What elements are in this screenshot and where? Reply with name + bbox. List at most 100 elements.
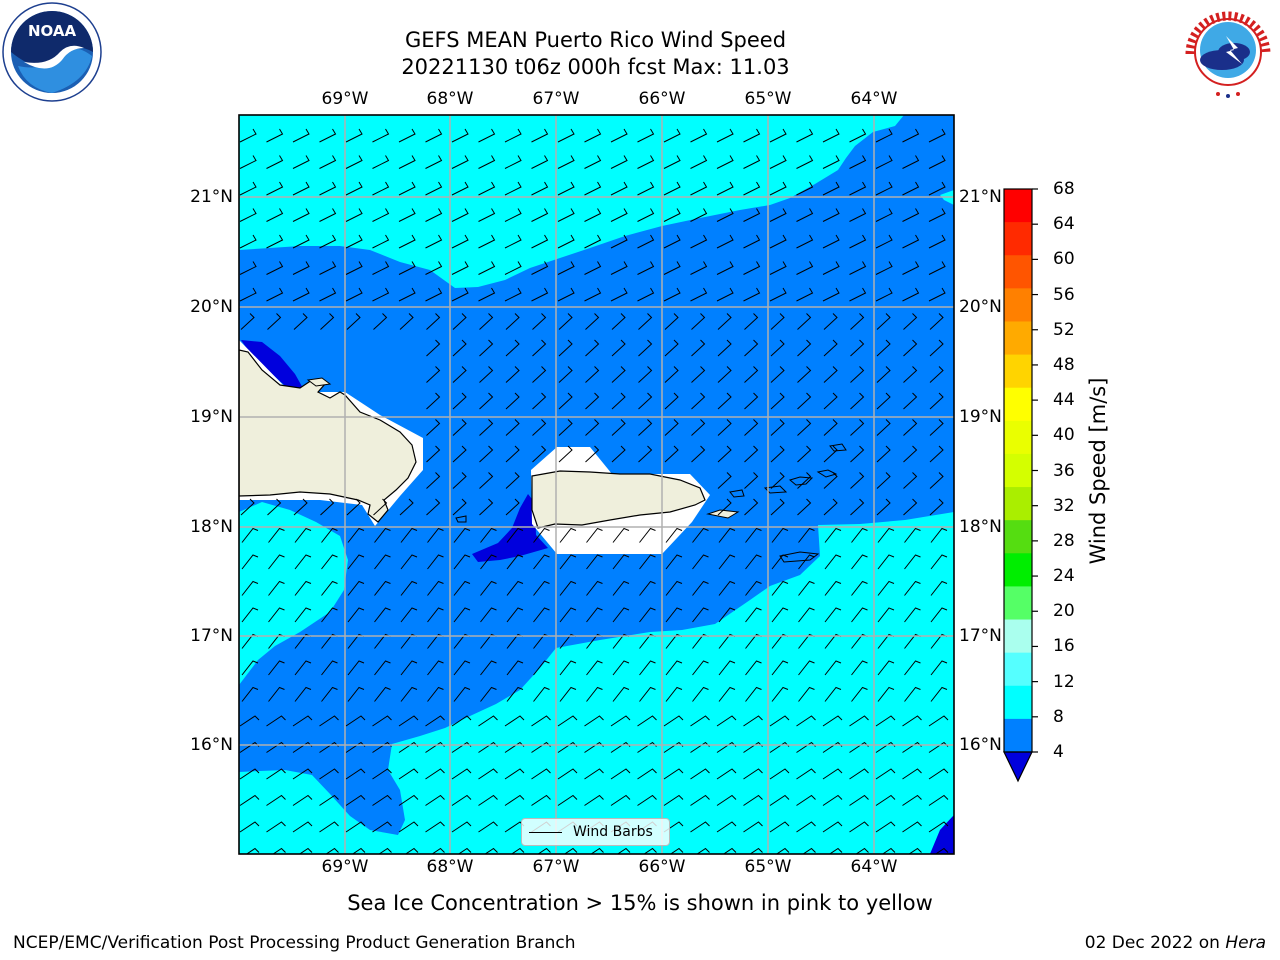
wind-barb (585, 419, 600, 436)
wind-barb (505, 419, 520, 436)
wind-barb (453, 527, 471, 543)
wind-barb (427, 660, 444, 676)
wind-barb (822, 715, 843, 727)
lon-tick-bottom: 65°W (744, 857, 792, 877)
wind-barb (664, 445, 679, 463)
wind-barb (638, 313, 653, 330)
wind-barb (319, 794, 339, 806)
wind-barb (717, 472, 732, 489)
wind-barb (267, 498, 282, 516)
wind-barb (850, 498, 865, 516)
wind-barb (875, 181, 893, 196)
wind-fill-high-ne (940, 190, 954, 205)
wind-barb (875, 768, 896, 780)
wind-barb (718, 580, 736, 596)
wind-barb (480, 527, 497, 543)
wind-barb (427, 554, 444, 570)
wind-barb (796, 208, 814, 222)
wind-barb (663, 741, 684, 753)
wind-barb (480, 554, 497, 570)
wind-barb (452, 498, 467, 516)
wind-fill-high-west (239, 502, 348, 685)
graticule (239, 115, 954, 854)
wind-barb (321, 607, 338, 623)
colorbar-tick-label: 32 (1053, 495, 1075, 516)
wind-barb (319, 261, 337, 275)
wind-barb (875, 155, 893, 169)
wind-barb (400, 580, 418, 596)
wind-barb (828, 847, 843, 854)
wind-barb (902, 208, 920, 222)
wind-barb (850, 313, 865, 330)
wind-barb (584, 234, 602, 249)
wind-barb (770, 366, 785, 383)
lon-tick-top: 69°W (321, 89, 369, 109)
wind-barb (532, 339, 547, 357)
wind-barb (319, 768, 339, 780)
wind-barb (904, 686, 921, 702)
wind-barb (398, 768, 419, 780)
wind-barb (639, 633, 656, 649)
wind-barb (876, 498, 891, 516)
wind-barb (663, 181, 681, 196)
wind-barb (319, 234, 337, 249)
wind-barb (451, 768, 472, 780)
wind-barb (716, 715, 737, 727)
wind-barb (877, 554, 895, 570)
wind-barb (559, 607, 577, 623)
wind-barb (584, 768, 604, 780)
wind-barb (533, 607, 550, 623)
wind-barb (559, 554, 577, 570)
colorbar-segment (1004, 222, 1032, 256)
wind-barb (928, 287, 946, 302)
wind-barb (934, 847, 949, 854)
wind-barb (425, 261, 443, 275)
land-tortuga (306, 377, 332, 387)
wind-barb (851, 660, 868, 676)
wind-barb (241, 527, 259, 543)
wind-barb (427, 580, 444, 596)
wind-barb (292, 741, 313, 753)
wind-barb (586, 554, 603, 570)
land-hispaniola (239, 349, 417, 523)
wind-barb (292, 768, 313, 780)
wind-barb (637, 181, 655, 196)
wind-barb (399, 498, 414, 516)
wind-barb (904, 554, 921, 570)
wind-barb (637, 234, 655, 249)
wind-barb (239, 208, 257, 222)
lat-tick-right: 20°N (959, 297, 1002, 317)
wind-barb (345, 768, 366, 780)
wind-barb (584, 794, 604, 806)
wind-barb (532, 445, 547, 463)
wind-barb (796, 715, 816, 727)
wind-barb (611, 313, 626, 330)
wind-barb (533, 686, 550, 702)
wind-barb (908, 847, 922, 854)
wind-barb (903, 419, 918, 436)
wind-barb (478, 181, 496, 196)
wind-barb (268, 633, 285, 649)
wind-barb (929, 392, 944, 410)
wind-barb (610, 261, 628, 275)
wind-barb (875, 234, 893, 249)
wind-barb (400, 686, 418, 702)
wind-barb (451, 741, 472, 753)
wind-barb (586, 607, 603, 623)
colorbar-segment (1004, 586, 1032, 621)
wind-barb (505, 445, 520, 463)
wind-barb (559, 686, 577, 702)
wind-barb (824, 686, 842, 702)
wind-barb (823, 366, 838, 383)
land-bvi (788, 469, 838, 486)
wind-barb (480, 633, 497, 649)
lat-tick-left: 18°N (190, 517, 233, 537)
wind-barb (294, 527, 312, 543)
wind-barb (452, 472, 467, 489)
wind-barb (930, 554, 948, 570)
wind-barb (928, 768, 949, 780)
wind-barb (586, 633, 603, 649)
wind-barb (453, 660, 471, 676)
wind-barb (480, 686, 497, 702)
wind-barb (268, 554, 285, 570)
